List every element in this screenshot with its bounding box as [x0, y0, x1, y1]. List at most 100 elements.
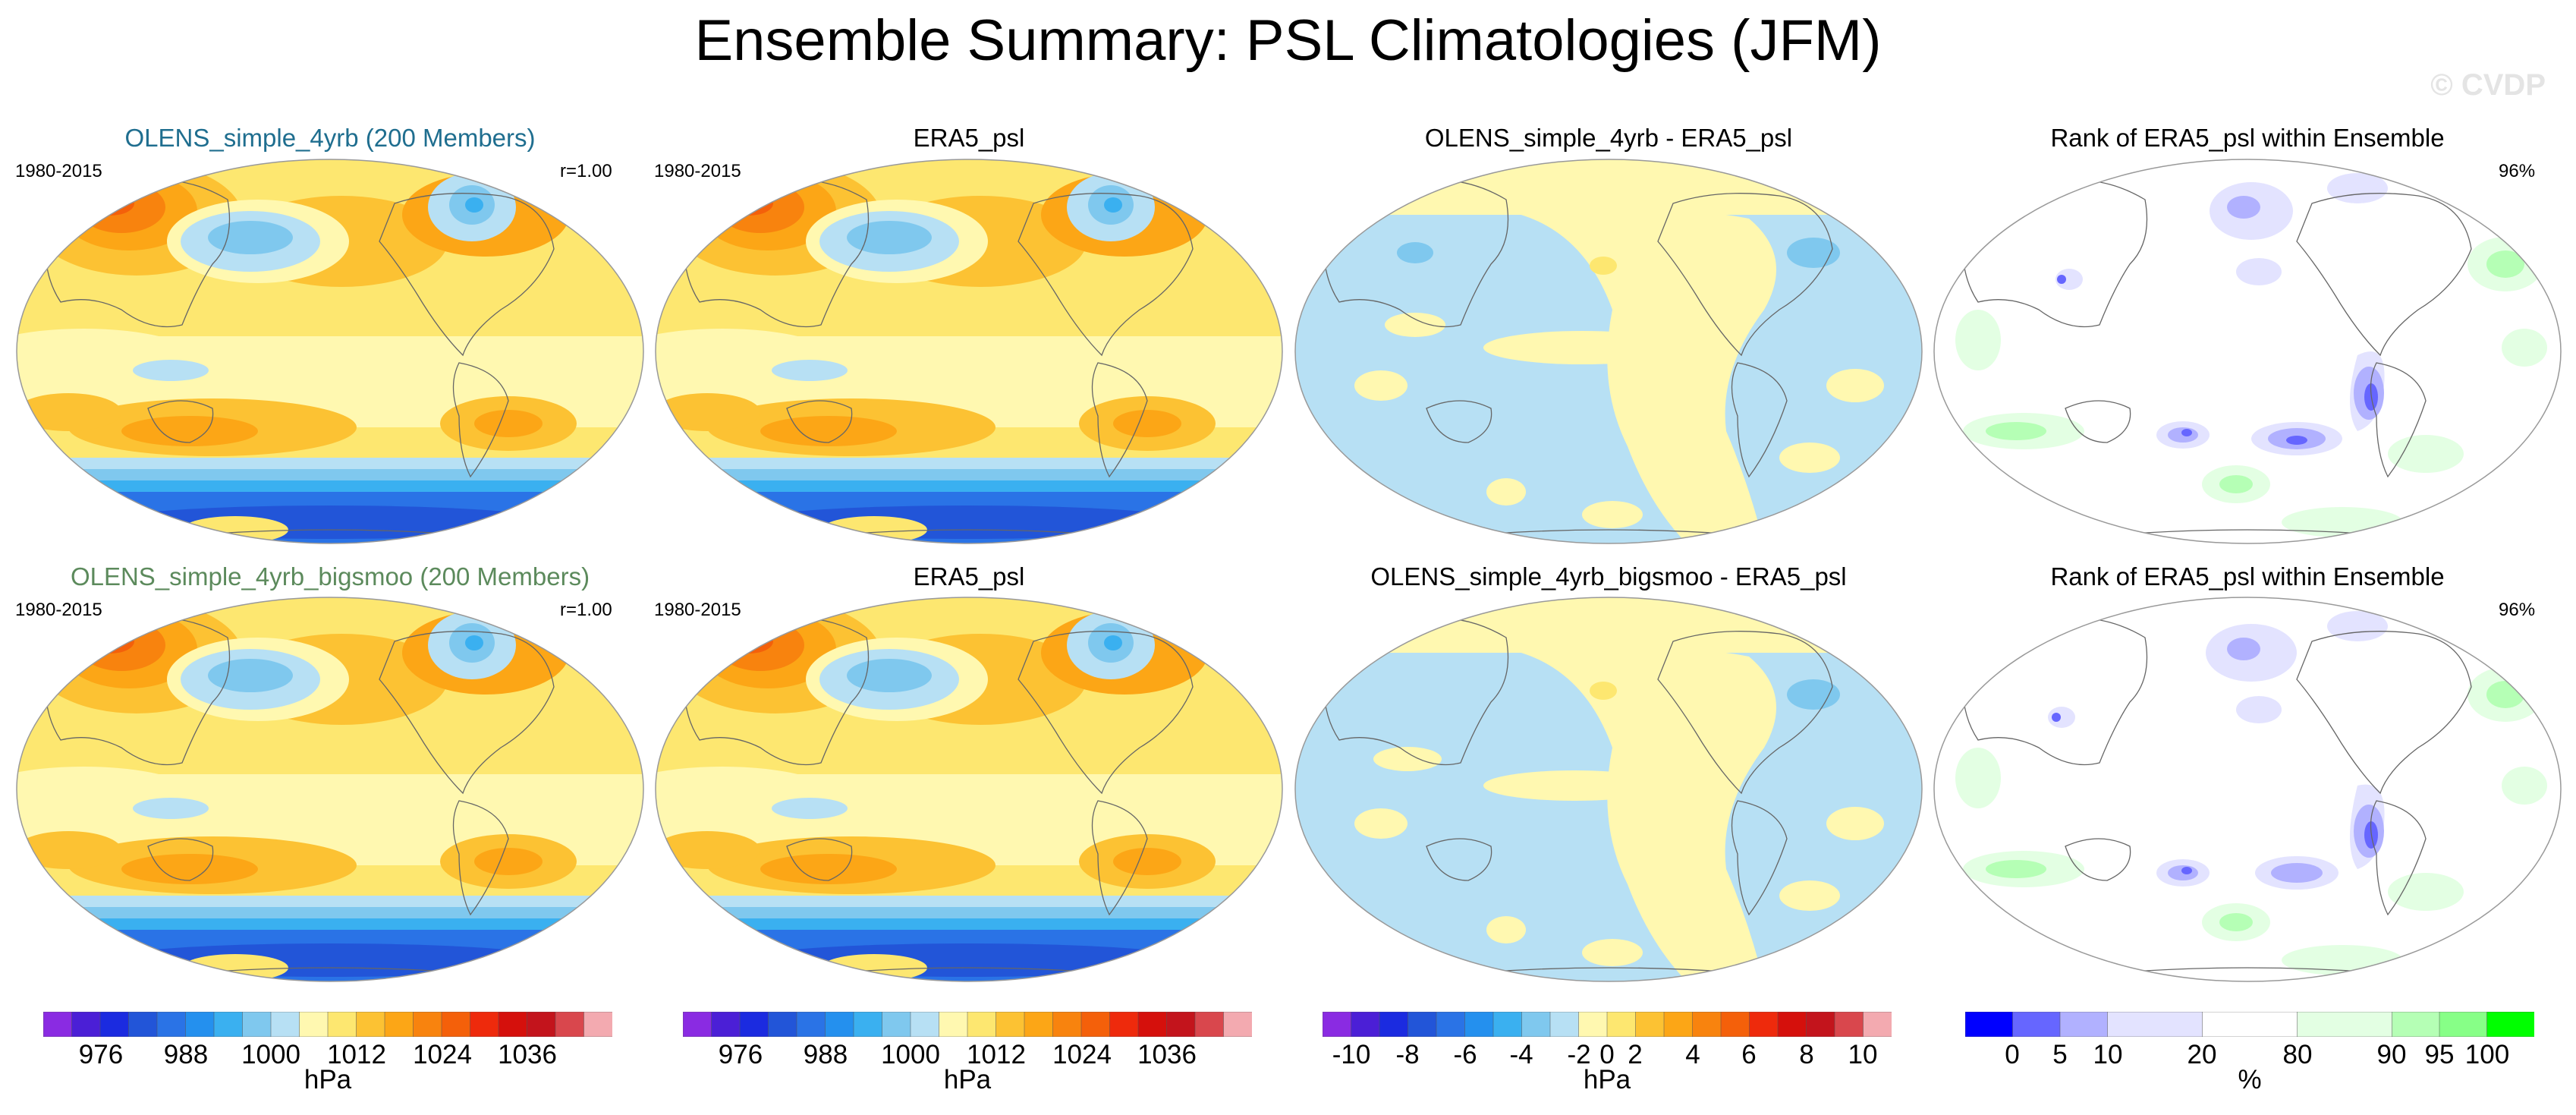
cbar-tick: -4 — [1509, 1040, 1533, 1069]
cbar-tick: 1000 — [241, 1040, 300, 1069]
cbar-tick: 1024 — [413, 1040, 472, 1069]
colorbar-swatch — [1606, 1012, 1637, 1037]
cbar-tick: 5 — [2052, 1040, 2068, 1069]
cbar-tick: 8 — [1799, 1040, 1814, 1069]
colorbar-swatch — [185, 1012, 215, 1037]
colorbar-swatch — [242, 1012, 272, 1037]
rank-colorbar — [1965, 1012, 2534, 1037]
colorbar-swatch — [99, 1012, 130, 1037]
rank-map-row2 — [1933, 596, 2562, 983]
colorbar-swatch — [939, 1012, 968, 1037]
colorbar-swatch — [470, 1012, 499, 1037]
colorbar-swatch — [1663, 1012, 1694, 1037]
cbar-tick: 2 — [1628, 1040, 1643, 1069]
colorbar-swatch — [1521, 1012, 1551, 1037]
colorbar-swatch — [43, 1012, 73, 1037]
colorbar-swatch — [1549, 1012, 1580, 1037]
ensemble-map-row2 — [15, 596, 645, 983]
colorbar-swatch — [384, 1012, 414, 1037]
obs-panel-title-row1: ERA5_psl — [913, 124, 1025, 152]
cbar-tick: 976 — [78, 1040, 124, 1069]
cbar-tick: 10 — [1848, 1040, 1878, 1069]
colorbar-swatch — [910, 1012, 940, 1037]
colorbar-swatch — [1720, 1012, 1750, 1037]
colorbar-swatch — [527, 1012, 556, 1037]
cbar-tick: 988 — [803, 1040, 848, 1069]
colorbar-swatch — [1223, 1012, 1252, 1037]
rank-panel-title-row1: Rank of ERA5_psl within Ensemble — [2050, 124, 2445, 152]
colorbar-swatch — [1166, 1012, 1196, 1037]
rank-map-row1 — [1933, 158, 2562, 545]
rank-colorbar-unit: % — [2238, 1065, 2262, 1095]
obs-map-row2 — [654, 596, 1284, 983]
colorbar-swatch — [156, 1012, 187, 1037]
colorbar-swatch — [768, 1012, 797, 1037]
colorbar-swatch — [1109, 1012, 1139, 1037]
colorbar-swatch — [1777, 1012, 1807, 1037]
cbar-tick: 80 — [2282, 1040, 2313, 1069]
psl-colorbar-unit-obs: hPa — [943, 1065, 992, 1095]
ensemble-corr-row1: r=1.00 — [560, 161, 612, 181]
cbar-tick: -8 — [1395, 1040, 1420, 1069]
cbar-tick: -10 — [1332, 1040, 1371, 1069]
ensemble-corr-row2: r=1.00 — [560, 600, 612, 620]
colorbar-swatch — [1965, 1012, 2014, 1037]
colorbar-swatch — [2202, 1012, 2298, 1037]
colorbar-swatch — [327, 1012, 357, 1037]
cbar-tick: 100 — [2464, 1040, 2510, 1069]
colorbar-swatch — [739, 1012, 769, 1037]
cbar-tick: 6 — [1741, 1040, 1757, 1069]
diff-map-row2 — [1294, 596, 1923, 983]
psl-colorbar-ticks-ensemble: 976 988 1000 1012 1024 1036 — [43, 1040, 612, 1074]
ensemble-years-row1: 1980-2015 — [15, 161, 102, 181]
diff-colorbar-unit: hPa — [1583, 1065, 1631, 1095]
colorbar-swatch — [2059, 1012, 2109, 1037]
colorbar-swatch — [1379, 1012, 1409, 1037]
psl-colorbar-ticks-obs: 976 988 1000 1012 1024 1036 — [683, 1040, 1252, 1074]
colorbar-swatch — [853, 1012, 883, 1037]
obs-map-row1 — [654, 158, 1284, 545]
colorbar-swatch — [1635, 1012, 1665, 1037]
colorbar-swatch — [1052, 1012, 1082, 1037]
figure-title: Ensemble Summary: PSL Climatologies (JFM… — [694, 8, 1882, 73]
colorbar-swatch — [128, 1012, 158, 1037]
colorbar-swatch — [882, 1012, 911, 1037]
diff-map-row1 — [1294, 158, 1923, 545]
cbar-tick: 0 — [1599, 1040, 1615, 1069]
colorbar-swatch — [1323, 1012, 1352, 1037]
colorbar-swatch — [1194, 1012, 1225, 1037]
colorbar-swatch — [995, 1012, 1025, 1037]
colorbar-swatch — [1834, 1012, 1864, 1037]
colorbar-swatch — [441, 1012, 471, 1037]
colorbar-swatch — [825, 1012, 854, 1037]
psl-colorbar-unit-ensemble: hPa — [304, 1065, 352, 1095]
colorbar-swatch — [498, 1012, 528, 1037]
diff-colorbar — [1323, 1012, 1892, 1037]
cvdp-watermark: © CVDP — [2430, 68, 2546, 102]
colorbar-swatch — [2297, 1012, 2393, 1037]
obs-panel-title-row2: ERA5_psl — [913, 562, 1025, 591]
obs-years-row1: 1980-2015 — [654, 161, 741, 181]
colorbar-swatch — [270, 1012, 300, 1037]
colorbar-swatch — [1863, 1012, 1892, 1037]
cbar-tick: 0 — [2005, 1040, 2020, 1069]
cbar-tick: -6 — [1453, 1040, 1477, 1069]
colorbar-swatch — [2439, 1012, 2488, 1037]
colorbar-swatch — [1137, 1012, 1168, 1037]
colorbar-swatch — [1436, 1012, 1466, 1037]
cbar-tick: -2 — [1567, 1040, 1591, 1069]
colorbar-swatch — [2012, 1012, 2061, 1037]
rank-panel-title-row2: Rank of ERA5_psl within Ensemble — [2050, 562, 2445, 591]
colorbar-swatch — [1578, 1012, 1608, 1037]
colorbar-swatch — [356, 1012, 385, 1037]
cbar-tick: 1012 — [967, 1040, 1026, 1069]
colorbar-swatch — [1024, 1012, 1054, 1037]
colorbar-swatch — [2107, 1012, 2203, 1037]
diff-panel-title-row2: OLENS_simple_4yrb_bigsmoo - ERA5_psl — [1370, 562, 1847, 591]
colorbar-swatch — [1692, 1012, 1722, 1037]
colorbar-swatch — [583, 1012, 612, 1037]
diff-colorbar-ticks: -10 -8 -6 -4 -2 0 2 4 6 8 10 — [1323, 1040, 1892, 1074]
colorbar-swatch — [1492, 1012, 1523, 1037]
colorbar-swatch — [555, 1012, 585, 1037]
cbar-tick: 4 — [1685, 1040, 1700, 1069]
